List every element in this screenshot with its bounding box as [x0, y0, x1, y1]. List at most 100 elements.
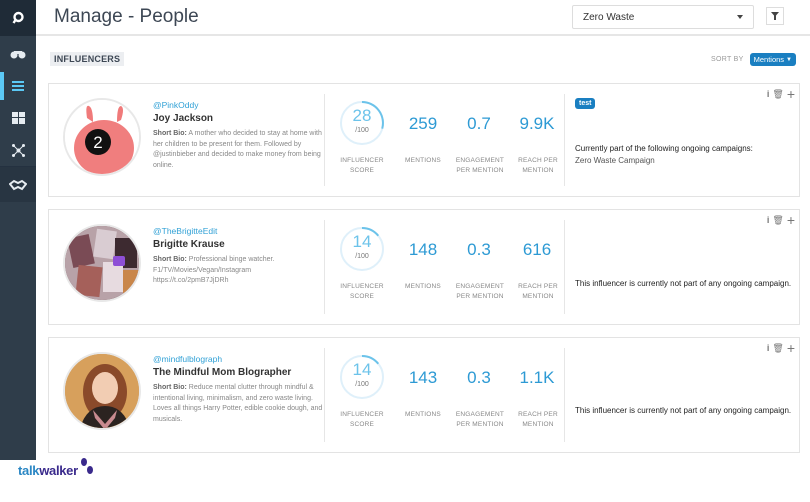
bio-label: Short Bio:	[153, 130, 187, 137]
svg-text:2: 2	[93, 133, 102, 152]
divider	[564, 348, 565, 442]
engagement-label: ENGAGEMENT PER MENTION	[455, 283, 505, 300]
score-max: /100	[355, 253, 369, 260]
avatar	[63, 352, 141, 430]
campaign-panel: i 🗑 + test Currently part of the followi…	[573, 84, 799, 196]
engagement-value: 0.3	[467, 368, 491, 387]
sidebar-item-dashboard[interactable]	[0, 102, 36, 134]
reach-value: 1.1K	[519, 368, 555, 387]
filter-icon	[771, 12, 779, 20]
influencer-stats: 14 /100 148 0.3 616 INFLUENCER SCORE MENT…	[331, 222, 563, 312]
mentions-value: 259	[408, 114, 438, 133]
score-max: /100	[355, 381, 369, 388]
influencer-name: Brigitte Krause	[153, 239, 225, 250]
influencer-score: 14 /100	[339, 354, 385, 400]
dashboard-grid-icon	[11, 112, 25, 124]
score-max: /100	[355, 127, 369, 134]
page-title: Manage - People	[54, 6, 199, 27]
section-label: INFLUENCERS	[50, 52, 125, 66]
footprints-icon	[80, 457, 93, 474]
sort-control: SORT BY Mentions ▼	[711, 53, 796, 66]
card-actions: i 🗑 +	[767, 212, 795, 228]
engagement-value: 0.7	[467, 114, 491, 133]
influencer-card: 2 @PinkOddy Joy Jackson Short Bio: A mot…	[48, 83, 800, 197]
influencer-score: 14 /100	[339, 226, 385, 272]
divider	[564, 94, 565, 186]
avatar	[63, 224, 141, 302]
sidebar-item-search[interactable]	[0, 0, 36, 36]
sidebar-item-partners[interactable]	[0, 166, 36, 202]
sidebar-item-people[interactable]	[0, 70, 36, 102]
bio-text: Professional binge watcher. F1/TV/Movies…	[153, 256, 275, 284]
campaign-status: This influencer is currently not part of…	[575, 406, 792, 415]
campaign-panel: i 🗑 + This influencer is currently not p…	[573, 210, 799, 324]
handshake-icon	[9, 179, 27, 190]
info-icon[interactable]: i	[766, 343, 770, 353]
info-icon[interactable]: i	[766, 215, 770, 225]
project-select[interactable]: Zero Waste	[572, 5, 754, 29]
score-label: INFLUENCER SCORE	[340, 411, 384, 428]
chevron-down-icon	[737, 15, 743, 19]
reach-label: REACH PER MENTION	[518, 411, 558, 428]
filter-button[interactable]	[766, 7, 784, 25]
trash-icon[interactable]: 🗑	[772, 342, 784, 353]
talkwalker-logo: talk walker	[18, 457, 95, 478]
sort-label: SORT BY	[711, 56, 744, 63]
campaign-title: Currently part of the following ongoing …	[575, 144, 753, 153]
influencer-card: @mindfulblograph The Mindful Mom Blograp…	[48, 337, 800, 453]
bio-text: Reduce mental clutter through mindful & …	[153, 384, 323, 423]
influencer-score: 28 /100	[339, 100, 385, 146]
card-actions: i 🗑 +	[767, 340, 795, 356]
influencer-card: @TheBrigitteEdit Brigitte Krause Short B…	[48, 209, 800, 325]
bio-text: A mother who decided to stay at home wit…	[153, 130, 322, 169]
project-select-value: Zero Waste	[583, 12, 635, 23]
score-value: 28	[352, 106, 372, 125]
sidebar-item-network[interactable]	[0, 134, 36, 166]
influencer-info: @PinkOddy Joy Jackson Short Bio: A mothe…	[153, 100, 323, 171]
trash-icon[interactable]: 🗑	[772, 214, 784, 225]
add-icon[interactable]: +	[786, 212, 795, 228]
sidebar-item-monitor[interactable]	[0, 38, 36, 70]
reach-value: 9.9K	[519, 114, 555, 133]
bio-label: Short Bio:	[153, 256, 187, 263]
mentions-label: MENTIONS	[405, 283, 441, 290]
reach-label: REACH PER MENTION	[518, 283, 558, 300]
engagement-label: ENGAGEMENT PER MENTION	[455, 157, 505, 174]
info-icon[interactable]: i	[766, 89, 770, 99]
campaign-name[interactable]: Zero Waste Campaign	[575, 156, 655, 165]
binoculars-icon	[10, 51, 26, 59]
influencer-handle[interactable]: @mindfulblograph	[153, 354, 223, 364]
score-ring-icon	[340, 227, 384, 271]
influencer-bio: Short Bio: Reduce mental clutter through…	[153, 383, 323, 425]
influencer-handle[interactable]: @TheBrigitteEdit	[153, 226, 218, 236]
mentions-value: 143	[408, 368, 438, 387]
reach-value: 616	[522, 240, 552, 259]
influencer-handle[interactable]: @PinkOddy	[153, 100, 199, 110]
influencer-stats: 28 /100 259 0.7 9.9K INFLUENCER SCORE MEN…	[331, 96, 563, 186]
score-value: 14	[352, 232, 372, 251]
add-icon[interactable]: +	[786, 86, 795, 102]
score-ring-icon	[340, 355, 384, 399]
avatar: 2	[63, 98, 141, 176]
network-icon	[11, 143, 25, 157]
list-icon	[12, 81, 24, 91]
mentions-label: MENTIONS	[405, 157, 441, 164]
mentions-label: MENTIONS	[405, 411, 441, 418]
tag-badge[interactable]: test	[575, 98, 596, 109]
engagement-value: 0.3	[467, 240, 491, 259]
campaign-panel: i 🗑 + This influencer is currently not p…	[573, 338, 799, 452]
mentions-value: 148	[408, 240, 438, 259]
campaign-status: This influencer is currently not part of…	[575, 279, 792, 288]
search-icon	[12, 11, 24, 24]
add-icon[interactable]: +	[786, 340, 795, 356]
trash-icon[interactable]: 🗑	[772, 88, 784, 99]
caret-down-icon: ▼	[786, 56, 792, 63]
score-value: 14	[352, 360, 372, 379]
influencer-bio: Short Bio: Professional binge watcher. F…	[153, 255, 323, 287]
bio-label: Short Bio:	[153, 384, 187, 391]
score-ring-icon	[340, 101, 384, 145]
sort-dropdown[interactable]: Mentions ▼	[749, 53, 796, 66]
divider	[324, 94, 325, 186]
influencer-info: @mindfulblograph The Mindful Mom Blograp…	[153, 354, 323, 425]
influencer-stats: 14 /100 143 0.3 1.1K INFLUENCER SCORE MEN…	[331, 350, 563, 440]
